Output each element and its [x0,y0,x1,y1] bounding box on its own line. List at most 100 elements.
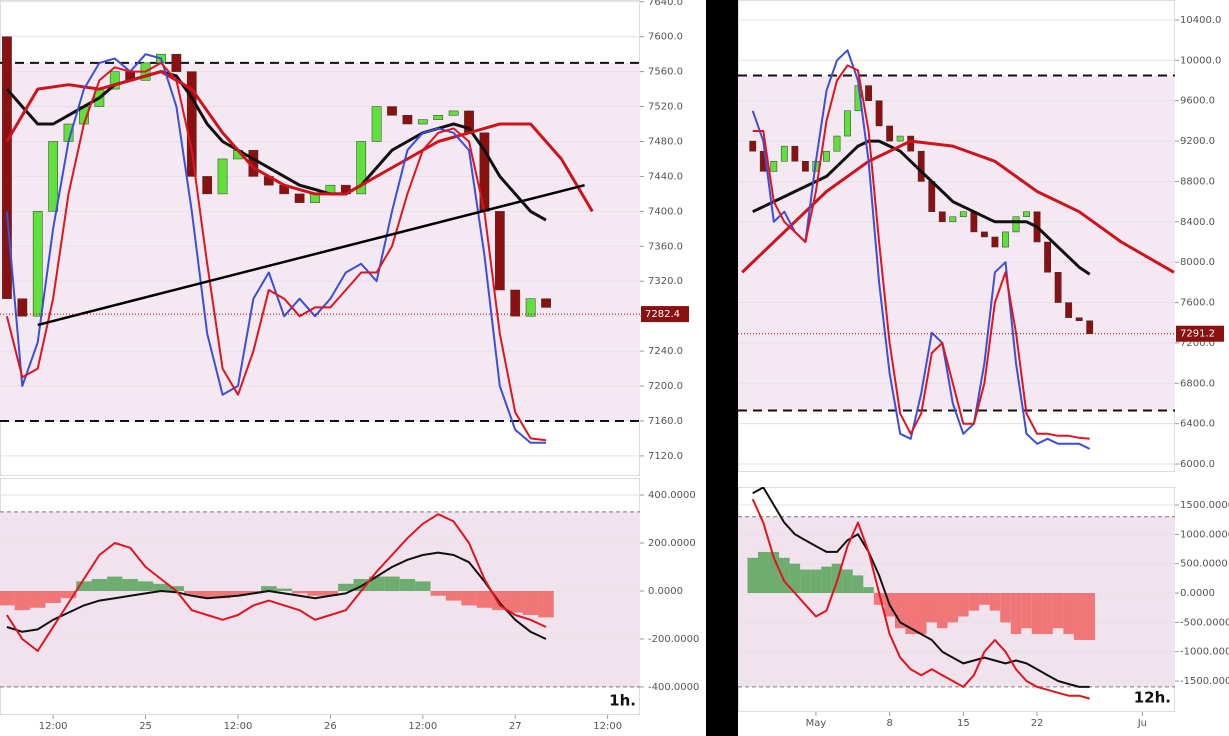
histogram-bar [291,590,308,594]
candle [356,141,367,195]
y-tick-label: 0.0000 [1180,588,1215,599]
histogram-bar [445,590,462,601]
candle [494,211,505,291]
timeframe-label: 1h. [609,692,636,710]
histogram-bar [214,590,231,599]
y-tick-label: 8400.0 [1180,217,1215,228]
last-price-label: 7282.4 [645,309,680,320]
y-tick-label: 0.0000 [648,586,683,597]
histogram-bar [538,590,554,618]
x-tick-label: 12:00 [224,721,253,732]
last-price-box [1176,325,1224,342]
candle [875,100,883,127]
histogram-bar [821,566,832,594]
level-band [738,75,1175,411]
candle [448,110,459,116]
candle [186,71,197,177]
y-tick-label: 7560.0 [648,67,683,78]
y-tick-label: 9600.0 [1180,96,1215,107]
x-tick-label: 12:00 [39,721,68,732]
histogram-bar [768,551,780,594]
candle [970,211,978,233]
histogram-bar [1031,593,1043,635]
histogram-bar [91,578,108,591]
histogram-bar [522,590,539,615]
histogram-bar [307,590,323,596]
y-tick-label: 8000.0 [1180,257,1215,268]
y-tick-label: 7200.0 [1180,338,1215,349]
histogram-bar [14,590,31,611]
histogram-bar [915,593,927,635]
timeframe-label: 12h. [1134,689,1171,707]
y-tick-label: -200.0000 [648,634,699,645]
candle [294,193,305,203]
series-line [5,70,594,213]
histogram-bar [122,578,138,591]
y-tick-label: 6000.0 [1180,459,1215,470]
x-tick-label: 15 [957,718,970,729]
y-tick-label: 1000.0000 [1180,529,1229,540]
candle [833,135,841,152]
candle [938,211,946,223]
histogram-bar [353,578,369,591]
y-tick-label: 6800.0 [1180,378,1215,389]
candle [917,150,925,182]
y-tick-label: 7160.0 [648,416,683,427]
trend-line [37,183,585,327]
panel-separator [706,0,738,736]
level-band [0,62,640,421]
histogram-bar [1063,593,1074,635]
histogram-bar [758,551,769,594]
candle [32,211,43,317]
histogram-bar [60,590,77,599]
x-tick-label: 22 [1031,718,1044,729]
candle [991,236,999,248]
histogram-bar [842,569,853,594]
y-tick-label: -1000.0000 [1180,647,1229,658]
candle [749,140,757,152]
histogram-bar [1021,593,1032,629]
candle [541,298,551,308]
candle [525,298,536,317]
histogram-bar [926,593,938,623]
candle [1054,272,1062,303]
histogram-bar [415,581,431,591]
candle [171,53,182,72]
series-line [751,49,1091,450]
histogram-bar [430,590,446,596]
histogram-bar [1000,593,1011,623]
candle [949,216,957,223]
y-tick-label: 8800.0 [1180,176,1215,187]
histogram-bar [338,583,354,591]
histogram-bar [968,593,980,611]
y-tick-label: 7600.0 [648,32,683,43]
candle [217,158,228,195]
series-line [6,513,547,652]
y-tick-label: 7640.0 [648,0,683,8]
histogram-bar [1073,593,1085,640]
histogram-bar [779,557,790,594]
histogram-bar [989,593,1001,611]
histogram-bar [800,569,811,594]
histogram-bar [76,581,92,591]
y-tick-label: 10400.0 [1180,15,1221,26]
x-tick-label: May [806,718,827,729]
candle [17,298,28,317]
histogram-bar [937,593,948,629]
histogram-bar [947,593,959,623]
y-tick-label: 7600.0 [1180,298,1215,309]
candle [402,115,413,125]
histogram-bar [905,593,916,635]
candle [387,106,397,116]
histogram-bar [184,590,200,596]
histogram-bar [1052,593,1064,629]
histogram-bar [30,590,46,608]
candle [980,231,988,238]
x-tick-label: 25 [139,721,152,732]
x-tick-label: 12:00 [408,721,437,732]
plot-area [738,487,1175,712]
x-tick-label: 8 [886,718,892,729]
candle [801,161,809,172]
histogram-bar [979,593,990,605]
